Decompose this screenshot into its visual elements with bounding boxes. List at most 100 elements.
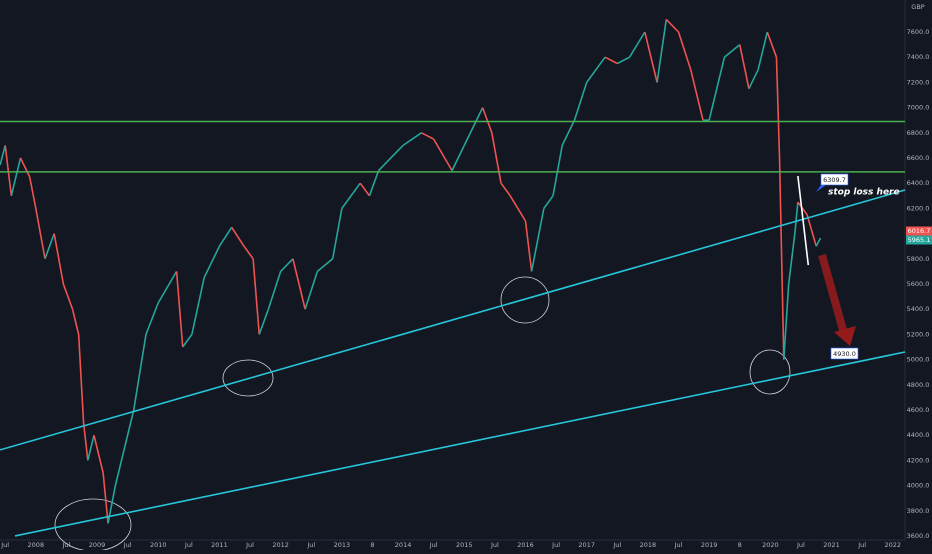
x-tick-label: Jul: [245, 541, 254, 549]
y-tick-label: 5600.0: [907, 280, 930, 288]
price-segment: [766, 31, 778, 58]
x-tick-label: 2019: [701, 541, 718, 549]
price-segment: [402, 132, 422, 147]
price-segment: [738, 44, 750, 89]
y-tick-label: 4600.0: [907, 406, 930, 414]
trend-line: [797, 175, 810, 266]
price-tag: [906, 226, 932, 236]
price-segment: [19, 157, 31, 178]
price-segment: [491, 132, 502, 184]
x-tick-label: 2011: [211, 541, 228, 549]
price-segment: [573, 82, 588, 121]
note: stop loss here: [828, 188, 900, 198]
price-segment: [123, 409, 135, 448]
price-segment: [378, 157, 392, 172]
x-tick-label: Jul: [796, 541, 805, 549]
price-segment: [280, 258, 294, 272]
price-tag: [906, 235, 932, 245]
x-tick-label: Jul: [306, 541, 315, 549]
y-tick-label: 7200.0: [907, 78, 930, 86]
price-segment: [561, 119, 576, 146]
x-tick-label: Jul: [551, 541, 560, 549]
y-tick-label: 4000.0: [907, 482, 930, 490]
price-segment: [157, 270, 178, 304]
callout-label: 6309.7: [823, 176, 846, 184]
x-tick-label: 2017: [578, 541, 595, 549]
y-tick-label: 7600.0: [907, 28, 930, 36]
y-tick-label: 3800.0: [907, 507, 930, 515]
y-tick-label: 5800.0: [907, 255, 930, 263]
y-tick-label: 5400.0: [907, 305, 930, 313]
price-segment: [53, 233, 65, 285]
price-segment: [644, 31, 658, 83]
callout-box: [820, 173, 849, 186]
price-segment: [757, 31, 769, 70]
x-tick-label: Jul: [184, 541, 193, 549]
price-segment: [368, 170, 380, 197]
x-tick-label: Jul: [490, 541, 499, 549]
x-tick-label: Jul: [674, 541, 683, 549]
x-tick-label: 2015: [456, 541, 473, 549]
price-segment: [231, 226, 245, 247]
y-tick-label: 6400.0: [907, 179, 930, 187]
y-tick-label: 4200.0: [907, 456, 930, 464]
price-segment: [783, 283, 790, 360]
price-segment: [665, 18, 680, 33]
price-segment: [794, 202, 799, 234]
y-tick-label: 7400.0: [907, 53, 930, 61]
price-segment: [331, 208, 343, 259]
circle: [222, 359, 274, 397]
x-tick-label: 8: [738, 541, 742, 549]
arrow: [818, 253, 847, 332]
x-tick-label: Jul: [61, 541, 70, 549]
instrument: GBP: [911, 3, 924, 11]
price-segment: [463, 107, 484, 146]
price-segment: [292, 258, 306, 310]
price-segment: [0, 145, 6, 165]
price-segment: [421, 132, 435, 140]
price-segment: [87, 434, 95, 461]
price-segment: [10, 157, 22, 196]
price-segment: [775, 57, 781, 159]
price-segment: [243, 245, 254, 260]
circle: [500, 276, 550, 324]
callout-box: [830, 347, 859, 360]
price-segment: [689, 69, 704, 121]
price-segment: [316, 258, 334, 273]
price-segment: [500, 182, 511, 197]
price-segment: [524, 220, 533, 272]
price-segment: [708, 57, 726, 121]
x-tick-label: 2008: [28, 541, 45, 549]
price-segment: [304, 271, 319, 310]
x-tick-label: 2022: [884, 541, 901, 549]
price-segment: [62, 283, 74, 310]
price-segment: [114, 447, 126, 486]
y-tick-label: 6800.0: [907, 129, 930, 137]
price-segment: [267, 271, 282, 310]
price-segment: [509, 195, 527, 222]
y-tick-label: 5000.0: [907, 356, 930, 364]
price-segment: [586, 56, 606, 83]
price-segment: [93, 434, 104, 474]
price-line: [0, 18, 822, 524]
x-tick-label: 8: [370, 541, 374, 549]
price-segment: [44, 233, 55, 260]
price-segment: [451, 145, 466, 171]
price-segment: [77, 334, 85, 423]
x-tick-label: 2021: [823, 541, 840, 549]
price-segment: [258, 308, 270, 335]
price-segment: [604, 56, 618, 65]
price-segment: [390, 144, 404, 159]
y-tick-label: 6200.0: [907, 204, 930, 212]
price-segment: [252, 258, 261, 335]
price-segment: [191, 277, 205, 335]
price-segment: [102, 472, 109, 524]
x-tick-label: Jul: [857, 541, 866, 549]
price-segment: [806, 214, 818, 247]
price-segment: [677, 31, 692, 71]
arrow-head: [834, 326, 856, 346]
trend-line: [14, 351, 906, 537]
price-segment: [35, 208, 46, 259]
